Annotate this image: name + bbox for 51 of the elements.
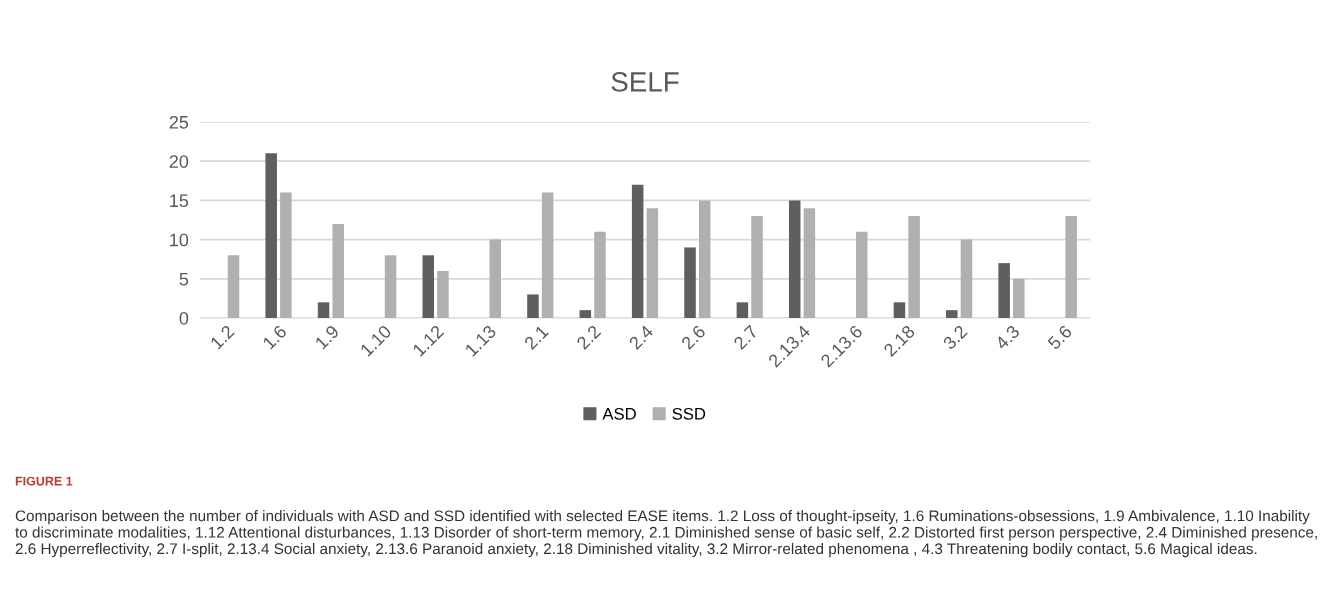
bar: [489, 239, 502, 318]
bar: [631, 184, 644, 318]
chart-title: SELF: [611, 72, 679, 92]
bar: [960, 239, 973, 318]
x-tick-label: 2.2: [575, 324, 602, 350]
y-tick-label: 0: [179, 311, 189, 325]
bar: [384, 255, 397, 318]
x-tick-label: 1.2: [209, 324, 235, 350]
bar: [684, 247, 696, 318]
bar: [908, 216, 920, 318]
text: Comparison between the number of individuals with ASD and SSD identified with selected EASE items. 1.2 Loss of thought-ipseity, 1.6 Ruminations-obsessions, 1.9 Ambivalence, 1.10 Inability to discriminate modalities, 1.12 Attentional disturbances, 1.13 Disorder of short-term memory, 2.1 Diminished sense of basic self, 2.2 Distorted first person perspective, 2.4 Diminished presence, 2.6 Hyperreflectivity, 2.7 I-split, 2.13.4 Social anxiety, 2.13.6 Paranoid anxiety, 2.18 Diminished vitality, 3.2 Mirror-related phenomena , 4.3 Threatening bodily contact, 5.6 Magical ideas.: [15, 510, 1317, 558]
bar: [1013, 278, 1025, 318]
bar: [422, 255, 435, 318]
bar: [227, 255, 240, 318]
bar: [855, 231, 868, 318]
y-tick-label: 15: [170, 194, 189, 208]
x-tick-label: 2.1: [523, 324, 549, 350]
bar: [527, 294, 539, 318]
bar: [317, 302, 330, 318]
bar: [893, 302, 906, 318]
y-tick-label: 10: [170, 233, 189, 247]
x-tick-label: 4.3: [994, 324, 1021, 351]
y-tick-label: 20: [169, 155, 189, 168]
bar: [698, 200, 711, 318]
bar: [803, 208, 816, 318]
bar: [788, 200, 801, 318]
bar: [541, 192, 554, 318]
bar: [594, 231, 606, 318]
bar: [998, 263, 1010, 318]
x-tick-label: 2.7: [732, 324, 759, 350]
x-tick-label: 1.6: [262, 324, 288, 350]
x-tick-label: 2.6: [680, 324, 707, 351]
legend-label: ASD: [602, 407, 636, 420]
x-tick-label: 3.2: [942, 324, 968, 351]
bar: [265, 153, 277, 318]
legend-label: SSD: [672, 407, 706, 420]
x-tick-label: 1.9: [314, 324, 340, 350]
x-tick-label: 2.4: [628, 324, 654, 350]
bar: [946, 310, 958, 318]
bar: [437, 270, 449, 318]
bar: [280, 192, 292, 318]
bar: [751, 216, 763, 318]
bar: [332, 223, 344, 318]
bar: [646, 208, 659, 318]
y-tick-label: 5: [179, 272, 189, 286]
x-tick-label: 5.6: [1046, 324, 1073, 351]
caption: FIGURE 1: [15, 476, 73, 486]
y-tick-label: 25: [169, 115, 189, 129]
bar: [579, 310, 592, 318]
bar: [1065, 216, 1077, 318]
bar: [736, 302, 749, 318]
